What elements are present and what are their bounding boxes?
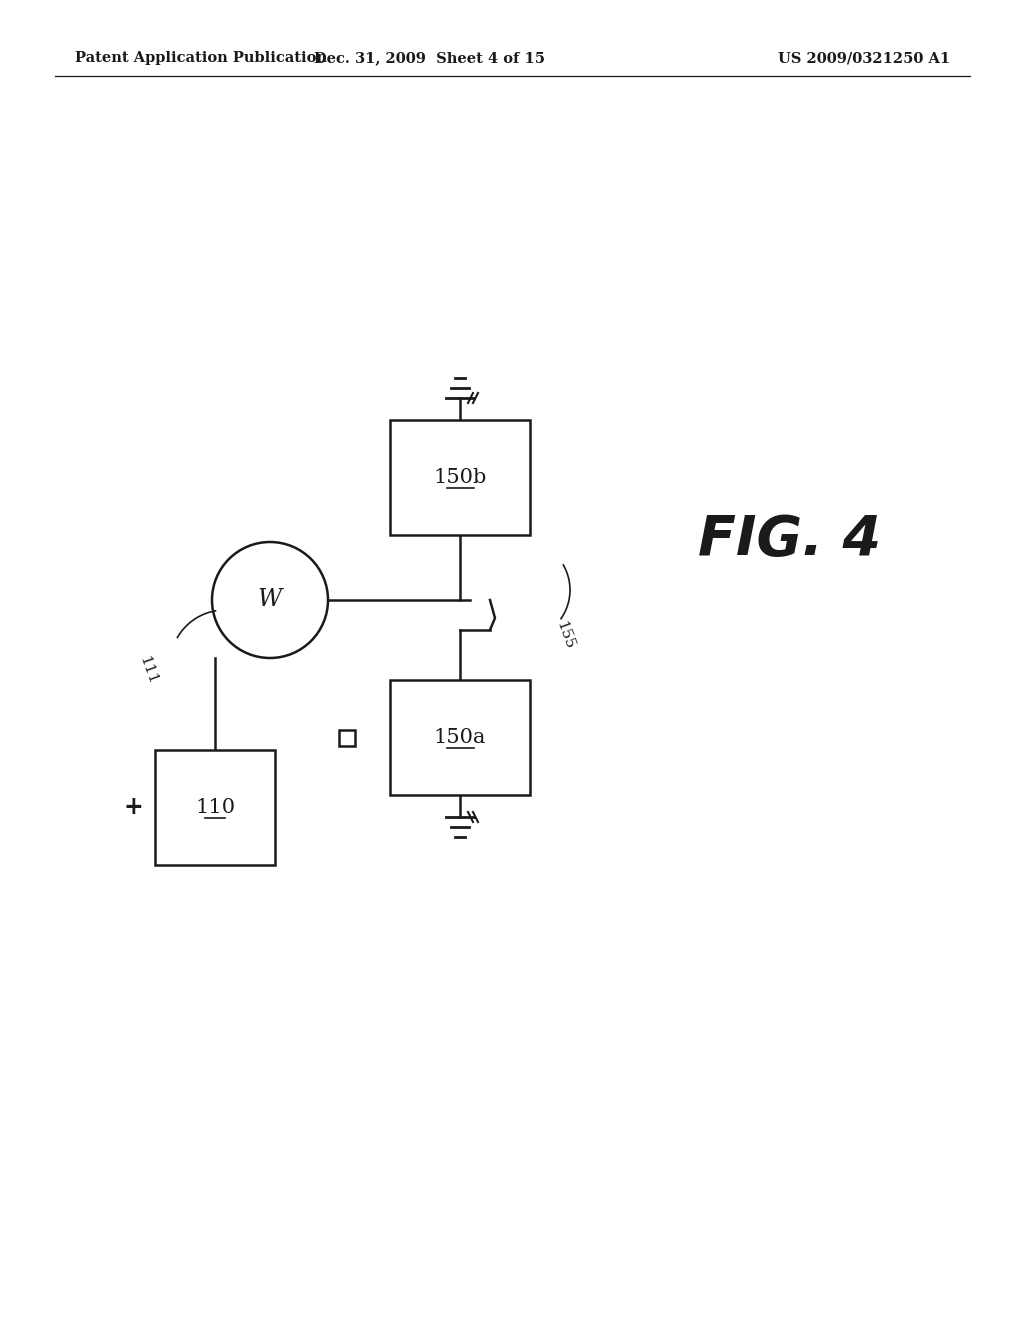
Text: Dec. 31, 2009  Sheet 4 of 15: Dec. 31, 2009 Sheet 4 of 15 — [314, 51, 546, 65]
Bar — [155, 750, 275, 865]
Text: US 2009/0321250 A1: US 2009/0321250 A1 — [778, 51, 950, 65]
Bar — [339, 730, 355, 746]
Text: 110: 110 — [195, 799, 236, 817]
Text: W: W — [258, 589, 283, 611]
Text: 111: 111 — [136, 653, 160, 686]
Bar — [390, 420, 530, 535]
Text: 150a: 150a — [434, 729, 486, 747]
Text: 155: 155 — [553, 619, 577, 651]
Text: FIG. 4: FIG. 4 — [698, 513, 882, 568]
Text: 150b: 150b — [433, 469, 486, 487]
Text: +: + — [123, 796, 143, 820]
Text: Patent Application Publication: Patent Application Publication — [75, 51, 327, 65]
Bar — [390, 680, 530, 795]
